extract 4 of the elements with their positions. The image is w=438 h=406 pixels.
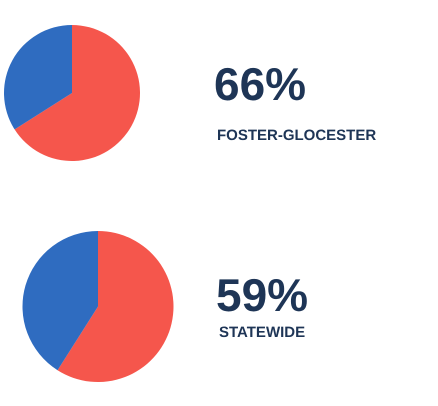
- data-label: 66%: [214, 58, 306, 110]
- data-label: 59%: [216, 269, 308, 321]
- text: FOSTER-GLOCESTER: [217, 127, 376, 144]
- text: STATEWIDE: [219, 324, 306, 341]
